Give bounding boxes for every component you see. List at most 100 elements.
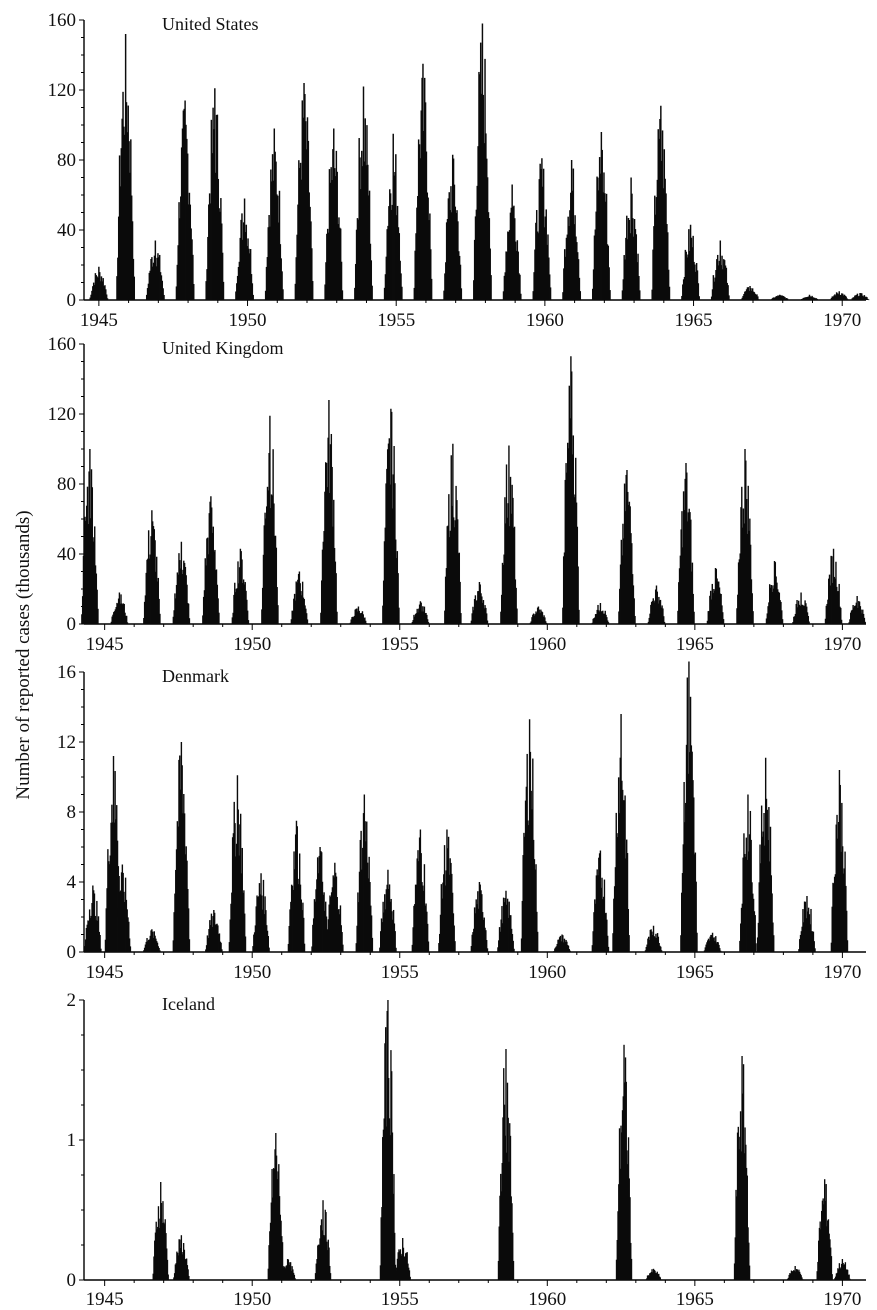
case-bar — [361, 150, 363, 300]
case-bar — [278, 1196, 281, 1280]
case-bar — [179, 560, 181, 624]
case-bar — [271, 495, 274, 624]
case-bar — [422, 611, 425, 624]
case-bar — [630, 1242, 632, 1280]
case-bar — [595, 211, 597, 300]
case-bar — [287, 1259, 290, 1280]
case-bar — [566, 234, 569, 300]
case-bar — [505, 251, 507, 300]
case-bar — [241, 847, 243, 952]
case-bar — [381, 1207, 383, 1280]
case-bar — [281, 1236, 283, 1280]
case-bar — [147, 283, 150, 300]
case-bar — [859, 606, 862, 624]
epidemic-peak — [497, 890, 515, 952]
case-bar — [243, 913, 246, 952]
case-bar — [300, 899, 302, 952]
case-bar — [568, 385, 570, 624]
case-bar — [300, 591, 302, 624]
case-bar — [694, 852, 697, 952]
case-bar — [604, 193, 606, 300]
case-bar — [803, 922, 805, 952]
case-bar — [242, 892, 244, 952]
case-bar — [371, 285, 373, 300]
case-bar — [855, 294, 858, 300]
case-bar — [235, 856, 237, 952]
case-bar — [98, 272, 101, 300]
case-bar — [502, 564, 505, 624]
case-bar — [190, 228, 192, 300]
case-bar — [830, 297, 833, 300]
case-bar — [415, 613, 418, 624]
case-bar — [724, 265, 727, 300]
case-bar — [719, 950, 722, 952]
case-bar — [244, 936, 247, 952]
case-bar — [746, 859, 748, 952]
epidemic-peak — [202, 496, 220, 624]
case-bar — [736, 1196, 738, 1280]
case-bar — [362, 847, 364, 952]
case-bar — [535, 210, 538, 300]
case-bar — [829, 585, 832, 624]
case-bar — [696, 270, 699, 300]
case-bar — [388, 438, 390, 624]
case-bar — [414, 884, 417, 952]
case-bar — [163, 294, 165, 300]
case-bar — [438, 943, 440, 952]
case-bar — [660, 607, 663, 624]
case-bar — [603, 172, 605, 300]
case-bar — [252, 946, 254, 952]
case-bar — [366, 862, 369, 952]
case-bar — [783, 296, 785, 300]
case-bar — [389, 901, 392, 952]
case-bar — [657, 1274, 659, 1280]
case-bar — [173, 912, 175, 952]
case-bar — [742, 295, 744, 300]
case-bar — [125, 102, 128, 300]
case-bar — [152, 526, 155, 624]
case-bar — [478, 882, 481, 952]
case-bar — [147, 941, 149, 952]
epidemic-peak — [145, 240, 165, 300]
case-bar — [620, 539, 623, 624]
case-bar — [304, 94, 306, 300]
case-bar — [810, 908, 812, 952]
case-bar — [618, 1128, 621, 1280]
case-bar — [541, 158, 543, 300]
case-bar — [97, 608, 99, 624]
case-bar — [183, 813, 186, 952]
case-bar — [359, 839, 362, 952]
case-bar — [183, 1249, 186, 1280]
epidemic-peak — [816, 1179, 833, 1280]
case-bar — [837, 822, 840, 952]
case-bar — [655, 1273, 658, 1280]
case-bar — [741, 297, 743, 300]
case-bar — [634, 229, 637, 300]
case-bar — [336, 897, 338, 952]
case-bar — [286, 1265, 288, 1280]
case-bar — [183, 562, 186, 624]
case-bar — [422, 606, 424, 624]
case-bar — [244, 582, 246, 624]
case-bar — [380, 918, 383, 952]
case-bar — [157, 946, 160, 952]
case-bar — [279, 1214, 281, 1280]
epidemic-peak — [765, 561, 784, 624]
case-bar — [811, 931, 814, 952]
case-bar — [807, 616, 810, 624]
case-bar — [784, 297, 786, 300]
case-bar — [182, 110, 185, 300]
case-bar — [630, 1258, 633, 1280]
case-bar — [177, 245, 179, 300]
case-bar — [799, 1273, 802, 1280]
case-bar — [751, 290, 753, 300]
case-bar — [735, 1189, 737, 1280]
case-bar — [269, 415, 271, 624]
case-bar — [501, 562, 504, 624]
case-bar — [566, 472, 568, 624]
case-bar — [296, 234, 298, 300]
case-bar — [648, 939, 651, 952]
case-bar — [800, 931, 803, 952]
case-bar — [405, 1252, 408, 1280]
case-bar — [809, 924, 811, 952]
